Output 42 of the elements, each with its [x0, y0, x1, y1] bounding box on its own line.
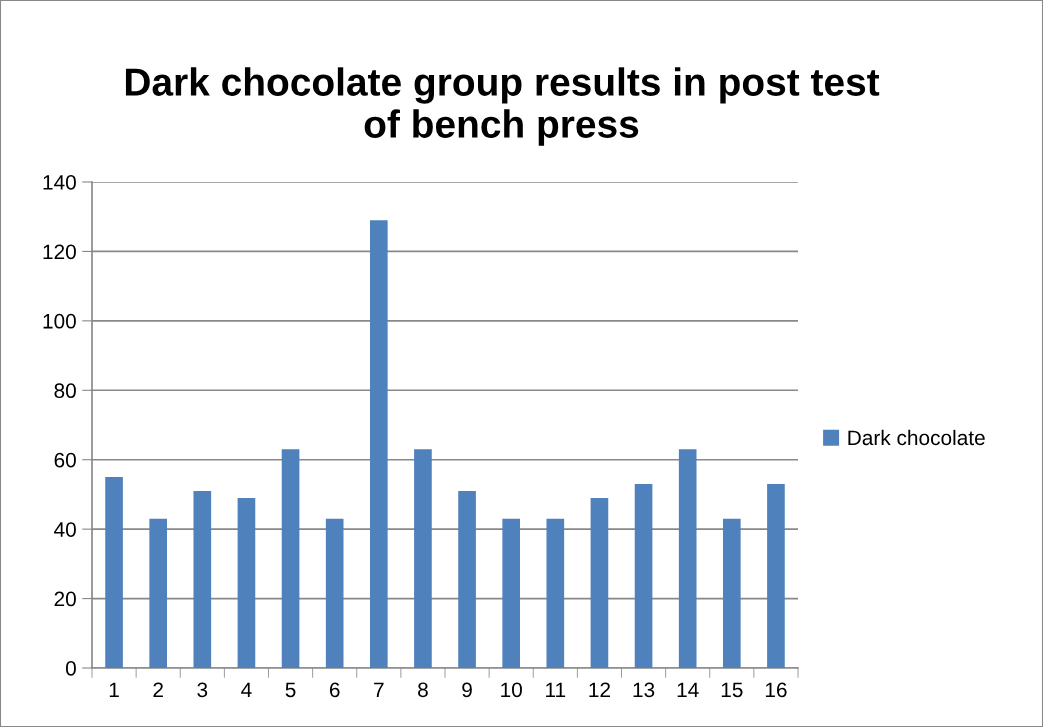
bar — [369, 220, 388, 668]
bar — [767, 484, 785, 668]
bar — [722, 518, 741, 668]
x-tick-label: 10 — [501, 682, 522, 698]
chart-title: Dark chocolate group results in post test of bench press — [125, 67, 880, 146]
x-tick-label: 1 — [109, 682, 119, 697]
bar — [105, 477, 123, 668]
y-tick-label: 20 — [54, 591, 76, 607]
bar — [502, 518, 521, 668]
x-tick-label: 6 — [329, 682, 340, 698]
bar — [193, 490, 212, 668]
bar — [678, 449, 697, 668]
x-tick-label: 9 — [462, 682, 472, 698]
x-tick-label: 11 — [546, 682, 566, 697]
x-tick-label: 14 — [677, 682, 699, 697]
x-tick-label: 15 — [721, 682, 743, 698]
y-tick-label: 140 — [43, 175, 76, 190]
y-tick-label: 120 — [43, 244, 76, 260]
y-tick-label: 100 — [43, 313, 76, 329]
legend-label: Dark chocolate — [848, 429, 985, 446]
y-tick-label: 80 — [54, 383, 76, 399]
x-tick-label: 3 — [197, 682, 208, 698]
bar — [325, 518, 344, 668]
y-tick-label: 60 — [54, 452, 76, 468]
x-tick-label: 5 — [285, 682, 296, 698]
y-tick-label: 0 — [65, 661, 76, 676]
y-tick-label: 40 — [54, 522, 76, 537]
bar — [634, 484, 653, 668]
x-tick-label: 7 — [374, 682, 384, 697]
x-tick-label: 4 — [241, 682, 252, 697]
x-tick-label: 8 — [418, 682, 428, 698]
x-tick-label: 13 — [633, 682, 655, 698]
bar — [414, 449, 432, 668]
bar — [590, 497, 609, 668]
bar — [237, 497, 256, 668]
bar — [458, 490, 476, 668]
bar — [149, 518, 168, 668]
x-tick-label: 12 — [589, 682, 610, 697]
bar — [281, 449, 300, 668]
x-tick-label: 16 — [765, 682, 787, 698]
bar — [546, 518, 565, 668]
x-tick-label: 2 — [153, 682, 163, 697]
